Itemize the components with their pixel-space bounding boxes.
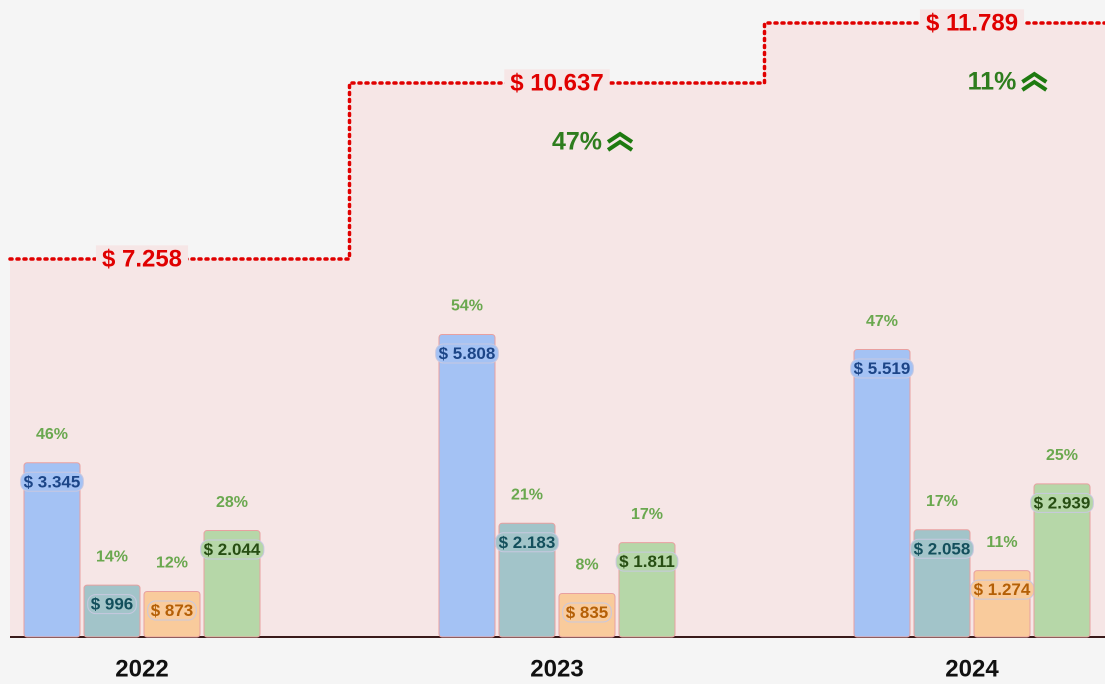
value-label-bg [87,594,137,615]
share-label: 17% [926,493,958,510]
value-label: $ 2.058 [914,539,971,558]
value-label: $ 996 [91,595,134,614]
share-label: 12% [156,555,188,572]
value-label: $ 5.519 [854,359,911,378]
share-label: 8% [575,557,598,574]
bar [1033,483,1091,638]
growth-label: 11% [968,68,1017,96]
share-label: 28% [216,494,248,511]
total-label-bg [504,69,610,97]
total-label: $ 10.637 [510,69,603,96]
share-label: 46% [36,426,68,443]
value-label-bg [495,532,559,553]
value-label-bg [850,358,914,379]
share-label: 14% [96,548,128,565]
share-label: 21% [511,487,543,504]
total-label: $ 11.789 [926,9,1018,36]
growth-icon [606,131,634,152]
value-label-bg [435,343,499,364]
share-label: 11% [986,534,1017,551]
total-label: $ 7.258 [102,245,182,272]
bar [23,462,81,638]
value-label: $ 835 [566,603,609,622]
value-label: $ 3.345 [24,472,81,491]
value-label: $ 2.183 [499,533,556,552]
share-label: 54% [451,298,483,315]
value-label-bg [20,471,84,492]
value-label-bg [1030,492,1094,513]
share-label: 17% [631,506,663,523]
growth-icon [1021,71,1048,92]
x-tick-label: 2023 [530,655,583,682]
share-label: 25% [1046,447,1078,464]
value-label: $ 2.939 [1034,493,1091,512]
total-label-bg [95,245,189,273]
value-label: $ 1.274 [974,580,1031,599]
value-label: $ 1.811 [619,552,675,571]
value-label: $ 873 [151,601,194,620]
value-label-bg [910,538,974,559]
growth-label: 47% [552,128,602,156]
value-label-bg [147,600,197,621]
total-label-bg [919,9,1025,37]
value-label: $ 2.044 [204,540,261,559]
x-tick-label: 2024 [945,655,999,682]
value-label: $ 5.808 [439,344,496,363]
share-label: 47% [866,313,898,330]
x-tick-label: 2022 [115,655,168,682]
total-area [10,22,1105,638]
value-label-bg [615,551,679,572]
value-label-bg [562,602,612,623]
bar [853,349,911,638]
bar [438,333,496,638]
value-label-bg [200,539,265,560]
